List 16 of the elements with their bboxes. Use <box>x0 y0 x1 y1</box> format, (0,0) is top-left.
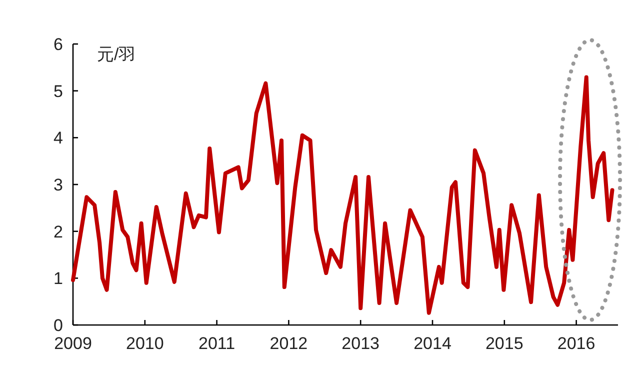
y-tick-label: 4 <box>54 128 63 148</box>
y-axis-title: 元/羽 <box>97 45 136 64</box>
x-tick-label: 2014 <box>414 334 452 353</box>
y-tick-label: 5 <box>54 82 63 101</box>
y-tick-label: 3 <box>54 176 63 194</box>
x-tick-label: 2009 <box>54 334 92 353</box>
y-tick-label: 1 <box>54 269 63 288</box>
x-tick-label: 2010 <box>126 334 164 353</box>
x-tick-label: 2016 <box>557 334 596 353</box>
x-tick-label: 2013 <box>342 334 380 353</box>
y-tick-label: 2 <box>54 222 63 242</box>
y-tick-label: 0 <box>54 316 63 335</box>
x-tick-label: 2011 <box>198 334 236 353</box>
x-tick-label: 2012 <box>270 334 308 353</box>
x-tick-label: 2015 <box>485 334 524 353</box>
y-tick-label: 6 <box>54 35 63 54</box>
